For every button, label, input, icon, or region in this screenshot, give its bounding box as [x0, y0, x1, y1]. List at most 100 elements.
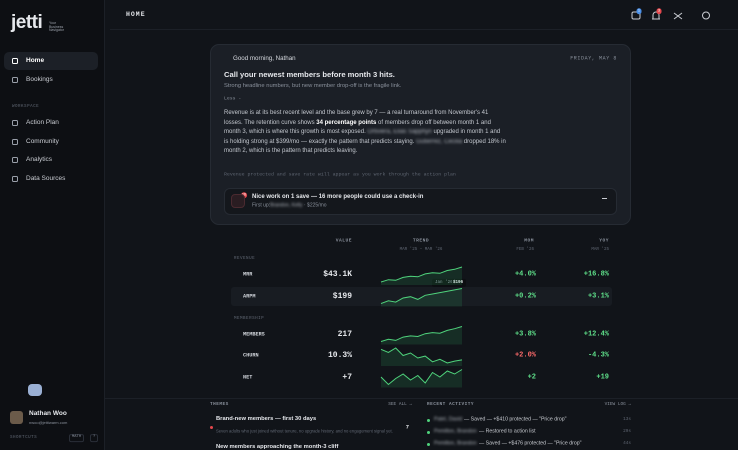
summary-part: Revenue is at its best recent level and … [224, 110, 489, 126]
theme-title[interactable]: New members approaching the month-3 clif… [216, 444, 339, 450]
activity-time: 44s [623, 440, 631, 446]
user-email: nwoo@jettiwarm.com [29, 420, 68, 425]
user-name: Nathan Woo [29, 409, 67, 417]
sparkline [380, 288, 463, 304]
sparkline [380, 266, 463, 283]
logo: jetti [11, 12, 43, 33]
badge: 1 [636, 8, 642, 14]
nav-item[interactable]: Data Sources [26, 174, 66, 182]
help-icon[interactable] [702, 11, 710, 20]
shortcut-hint: ? [90, 434, 99, 442]
notice-name: Brandon, Kelly [270, 202, 303, 209]
row-label: MRR [243, 271, 253, 278]
row-yoy: -4.3% [587, 351, 609, 360]
row-mom: +2.0% [514, 351, 536, 360]
column-subheader: MAR '25 – MAR '26 [399, 247, 443, 252]
activity-time: 13s [623, 416, 631, 422]
sparkline-area [381, 348, 462, 366]
nav-section: WORKSPACE [12, 104, 40, 109]
sparkline [380, 326, 463, 342]
theme-title[interactable]: Brand-new members — first 30 days [216, 416, 317, 423]
subhead: Strong headline numbers, but new member … [224, 83, 402, 90]
theme-desc: Seven adults who just joined without ten… [216, 428, 393, 434]
theme-count: 7 [405, 423, 409, 431]
activity-link[interactable]: VIEW LOG → [604, 401, 631, 407]
row-mom: +4.0% [514, 270, 536, 279]
nav-item[interactable]: Action Plan [26, 118, 59, 126]
column-header: MOM [524, 238, 534, 244]
nav-icon [12, 157, 18, 164]
inbox-icon[interactable] [631, 11, 641, 20]
summary: Revenue is at its best recent level and … [224, 109, 506, 157]
tooltip-label: Jan '26 [432, 278, 454, 287]
row-value: $199 [332, 291, 352, 301]
nav-icon [12, 77, 18, 83]
active-nav-bg [4, 52, 98, 70]
notice-box[interactable] [224, 188, 617, 215]
summary-part: of members drop off between month 1 and … [224, 119, 491, 136]
activity-text: — Restored to action list [479, 428, 536, 435]
nav-icon [12, 138, 18, 145]
column-header: VALUE [335, 238, 352, 244]
nav-icon [12, 120, 18, 126]
summary-part: 34 percentage points [316, 119, 377, 126]
activity-title: RECENT ACTIVITY [427, 401, 475, 407]
activity-dot [427, 430, 430, 434]
activity-name: Patel, David [434, 416, 462, 423]
nav-item[interactable]: Bookings [26, 75, 53, 83]
row-yoy: +16.8% [583, 270, 609, 279]
greeting: Good morning, Nathan [233, 54, 296, 62]
nav-item[interactable]: Community [26, 137, 59, 145]
tagline: Your Business Navigator [49, 21, 64, 32]
nav-item[interactable]: Home [26, 56, 45, 64]
row-yoy: +12.4% [583, 330, 609, 338]
swap-icon[interactable] [673, 12, 683, 20]
bell-icon[interactable] [652, 11, 660, 20]
summary-part: upgraded in month 1 and is holding stron… [224, 129, 501, 145]
row-mom: +2 [527, 373, 536, 381]
row-value: $43.1K [323, 270, 352, 279]
notice-amount: · $225/mo [304, 202, 327, 209]
row-label: CHURN [243, 352, 259, 359]
topbar [110, 0, 738, 30]
sparkline [380, 369, 463, 386]
hover-row [231, 287, 612, 306]
row-label: ARPM [243, 292, 256, 299]
notice-arrow[interactable] [602, 198, 607, 199]
page-title: HOME [126, 11, 146, 18]
shortcut-key: MATH [69, 434, 85, 442]
row-value: 217 [337, 329, 352, 339]
toggle[interactable]: Less - [224, 96, 242, 102]
nav-item[interactable]: Analytics [26, 156, 53, 164]
row-value: 10.3% [327, 351, 352, 360]
themes-link[interactable]: SEE ALL → [388, 401, 412, 407]
row-yoy: +19 [596, 373, 609, 381]
activity-dot [427, 418, 430, 422]
mascot [28, 384, 42, 396]
row-mom: +0.2% [514, 292, 536, 300]
summary-part: Ortiviera, Elias Sapphyn [367, 129, 432, 136]
row-mom: +3.8% [514, 330, 536, 338]
column-header: TREND [412, 238, 430, 244]
row-yoy: +3.1% [587, 292, 609, 300]
activity-text: — Saved — +$410 protected — "Price drop" [464, 416, 567, 423]
activity-name: Pemilton, Brandon [434, 428, 477, 435]
top-icons [631, 11, 710, 20]
activity-text: — Saved — +$476 protected — "Price drop" [479, 440, 582, 447]
divider [105, 398, 738, 399]
tooltip-value: $196 [452, 278, 467, 287]
row-label: MEMBERS [243, 330, 265, 337]
sparkline-area [381, 267, 462, 285]
activity-name: Pemilton, Brandon [434, 440, 477, 447]
activity-time: 29s [623, 428, 631, 434]
nav-icon [12, 58, 18, 64]
notice-lead: First up: [252, 202, 271, 209]
column-subheader: MAR '25 [591, 247, 609, 252]
row-label: NET [243, 373, 253, 380]
date: FRIDAY, MAY 8 [570, 55, 617, 62]
badge: 3 [656, 8, 662, 14]
headline: Call your newest members before month 3 … [224, 70, 395, 80]
user-avatar[interactable] [10, 411, 23, 424]
theme-dot [210, 426, 213, 429]
